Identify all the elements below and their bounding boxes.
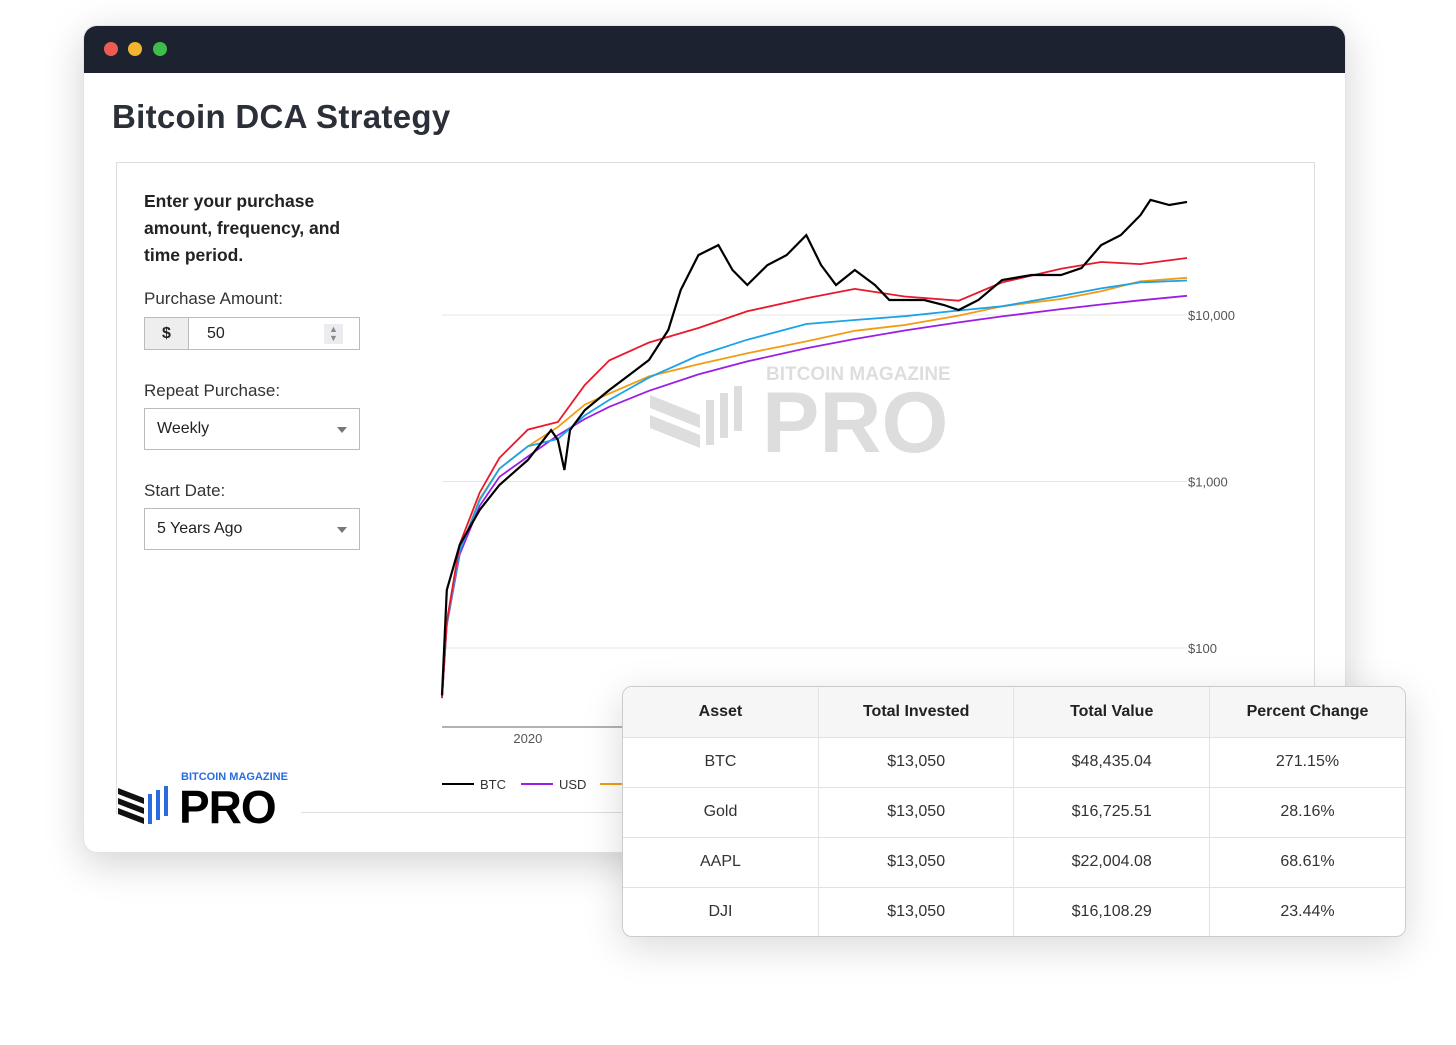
usd-series-line bbox=[441, 294, 1188, 699]
purchase-amount-value[interactable]: 50 bbox=[207, 325, 225, 342]
table-cell: DJI bbox=[623, 886, 819, 936]
btc-series-line bbox=[440, 198, 1188, 696]
watermark-top-text: BITCOIN MAGAZINE bbox=[766, 364, 951, 385]
table-row: AAPL $13,050 $22,004.08 68.61% bbox=[623, 836, 1405, 887]
brand-logo: BITCOIN MAGAZINE PRO bbox=[118, 770, 308, 833]
watermark-logo-icon bbox=[650, 386, 742, 448]
table-cell: 68.61% bbox=[1209, 836, 1405, 887]
legend-btc-label[interactable]: BTC bbox=[480, 777, 506, 792]
column-header: Total Value bbox=[1013, 687, 1210, 737]
currency-addon: $ bbox=[145, 318, 189, 349]
chevron-down-icon bbox=[337, 527, 347, 533]
column-header: Asset bbox=[623, 687, 819, 737]
close-dot-icon[interactable] bbox=[104, 42, 118, 56]
table-cell: $16,725.51 bbox=[1013, 786, 1210, 837]
repeat-purchase-label: Repeat Purchase: bbox=[144, 381, 281, 400]
y-tick-label: $10,000 bbox=[1188, 308, 1235, 323]
table-row: DJI $13,050 $16,108.29 23.44% bbox=[623, 886, 1405, 936]
minimize-dot-icon[interactable] bbox=[128, 42, 142, 56]
table-cell: AAPL bbox=[623, 836, 819, 887]
stepper-icon[interactable]: ▲ ▼ bbox=[324, 324, 343, 344]
column-header: Total Invested bbox=[818, 687, 1015, 737]
maximize-dot-icon[interactable] bbox=[153, 42, 167, 56]
table-cell: $13,050 bbox=[818, 786, 1015, 837]
table-cell: 271.15% bbox=[1209, 736, 1405, 787]
table-row: BTC $13,050 $48,435.04 271.15% bbox=[623, 736, 1405, 787]
intro-text: Enter your purchase amount, frequency, a… bbox=[144, 191, 341, 265]
table-row: Gold $13,050 $16,725.51 28.16% bbox=[623, 786, 1405, 837]
y-tick-label: $1,000 bbox=[1188, 475, 1228, 490]
purchase-amount-label: Purchase Amount: bbox=[144, 289, 283, 308]
table-cell: 28.16% bbox=[1209, 786, 1405, 837]
x-tick-label: 2020 bbox=[513, 731, 542, 746]
table-cell: $16,108.29 bbox=[1013, 886, 1210, 936]
table-cell: $22,004.08 bbox=[1013, 836, 1210, 887]
repeat-purchase-value: Weekly bbox=[157, 420, 210, 437]
title-bar bbox=[84, 26, 1345, 73]
table-cell: Gold bbox=[623, 786, 819, 837]
calculator-panel bbox=[116, 162, 1315, 814]
results-table-card: Asset Total Invested Total Value Percent Ch… bbox=[622, 686, 1406, 937]
results-table: Asset Total Invested Total Value Percent Ch… bbox=[623, 687, 1405, 936]
table-cell: $13,050 bbox=[818, 886, 1015, 936]
panel-bottom-divider bbox=[301, 812, 641, 813]
logo-main-text: PRO bbox=[179, 781, 277, 833]
table-cell: 23.44% bbox=[1209, 886, 1405, 936]
aapl-series-line bbox=[441, 257, 1188, 699]
start-date-value: 5 Years Ago bbox=[157, 520, 243, 537]
chevron-down-icon bbox=[337, 427, 347, 433]
logo-mark-icon bbox=[118, 786, 168, 824]
logo-top-text: BITCOIN MAGAZINE bbox=[181, 771, 288, 783]
column-header: Percent Change bbox=[1209, 687, 1405, 737]
table-header-row: Asset Total Invested Total Value Percent Ch… bbox=[623, 687, 1405, 737]
dji-series-line bbox=[441, 279, 1188, 699]
start-date-select[interactable]: 5 Years Ago bbox=[144, 508, 360, 550]
table-cell: BTC bbox=[623, 736, 819, 787]
y-tick-label: $100 bbox=[1188, 641, 1217, 656]
table-cell: $13,050 bbox=[818, 836, 1015, 887]
gold-series-line bbox=[441, 276, 1188, 699]
purchase-amount-field[interactable]: $ 50 ▲ ▼ bbox=[144, 317, 360, 350]
watermark-main-text: PRO bbox=[762, 375, 948, 471]
legend-usd-label[interactable]: USD bbox=[559, 777, 586, 792]
repeat-purchase-select[interactable]: Weekly bbox=[144, 408, 360, 450]
start-date-label: Start Date: bbox=[144, 481, 226, 500]
page-title: Bitcoin DCA Strategy bbox=[112, 98, 451, 135]
watermark: BITCOIN MAGAZINE PRO bbox=[650, 364, 951, 471]
table-cell: $48,435.04 bbox=[1013, 736, 1210, 787]
table-cell: $13,050 bbox=[818, 736, 1015, 787]
